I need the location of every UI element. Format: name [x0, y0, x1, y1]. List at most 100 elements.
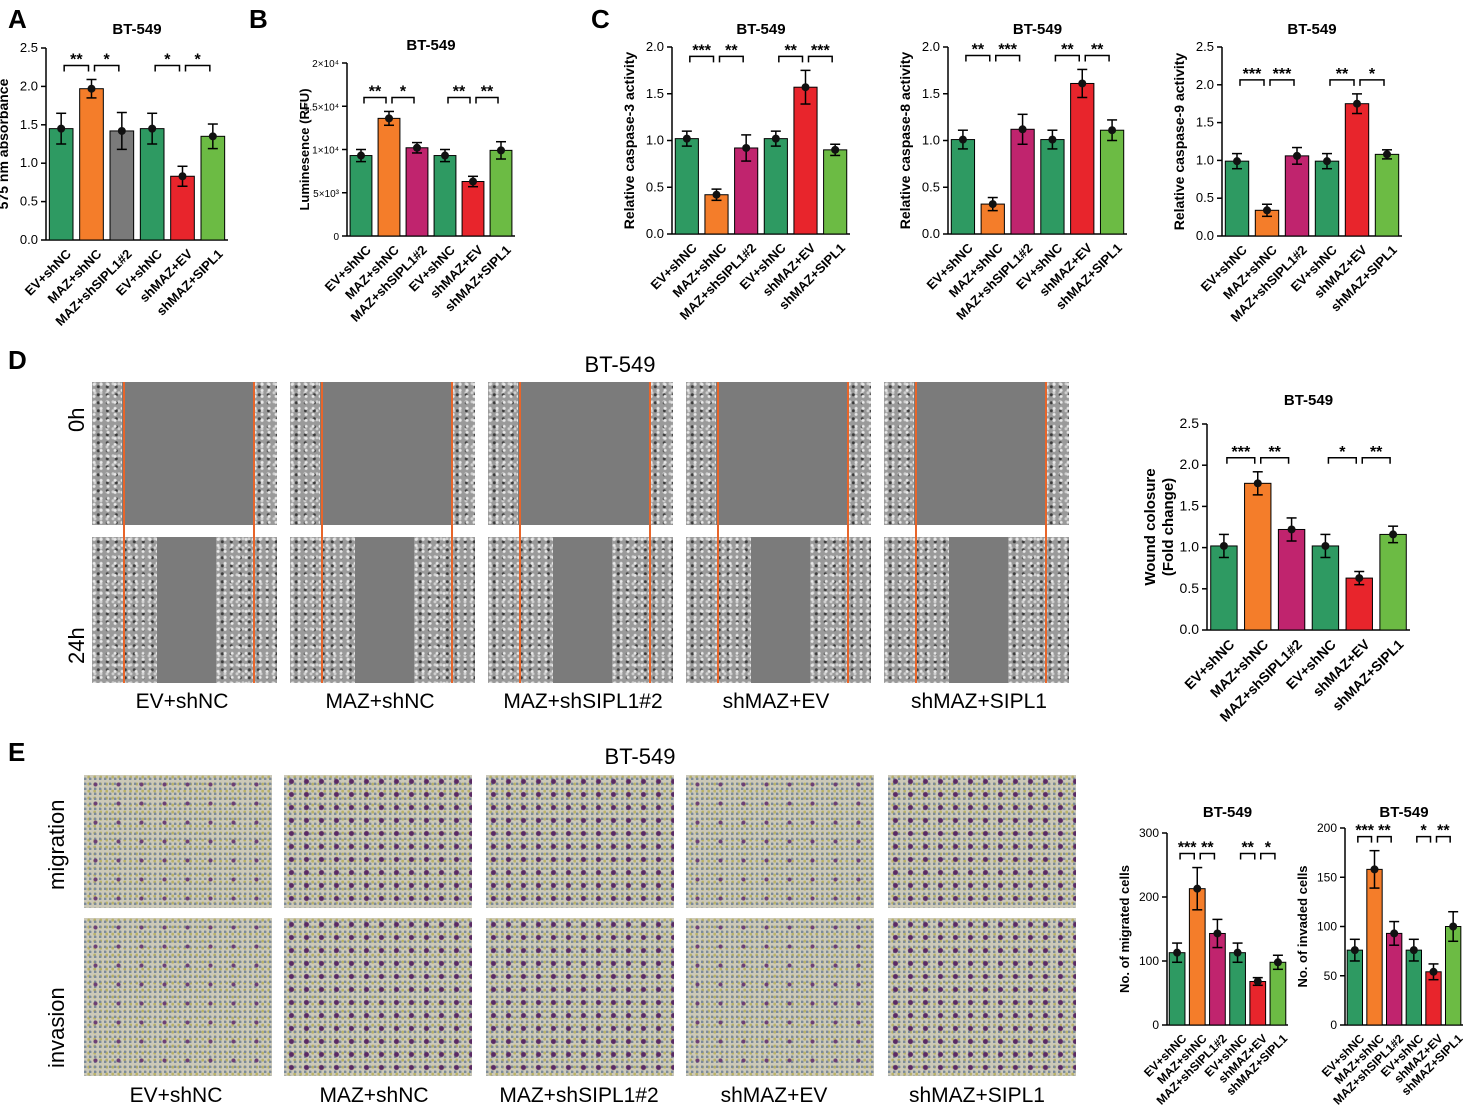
significance-bracket [1199, 852, 1216, 860]
data-point [57, 124, 66, 133]
y-tick-label: 1.5 [1196, 115, 1214, 130]
significance-bracket [1269, 79, 1295, 86]
bar [823, 149, 848, 235]
bar [489, 149, 513, 237]
significance-bracket [154, 64, 181, 72]
y-tick-label: 1.0 [1180, 539, 1200, 555]
transwell-image-migration-3 [486, 775, 674, 908]
significance-label: *** [1178, 840, 1197, 857]
bar [1099, 129, 1125, 235]
chart-title: BT-549 [736, 21, 785, 38]
chart-title: BT-549 [406, 37, 455, 54]
data-point [1350, 946, 1359, 955]
condition-label-ev-shnc-d: EV+shNC [135, 690, 229, 713]
data-point [148, 124, 157, 133]
bar [1168, 952, 1186, 1026]
y-axis-label: Relative caspase-3 activity [621, 52, 637, 230]
chart-c3: BT-549 0.0 0.5 1.0 1.5 2.0 2.5 Relative caspase… [1171, 21, 1402, 325]
data-point [1287, 525, 1296, 534]
y-axis-label: No. of invaded cells [1295, 865, 1310, 987]
y-axis-label: Relative caspase-9 activity [1171, 53, 1187, 231]
significance-label: *** [1273, 66, 1292, 83]
scratch-edge-line [450, 382, 453, 683]
significance-bracket [1329, 79, 1355, 86]
significance-label: ** [784, 42, 797, 59]
wound-image-0h-1 [92, 382, 277, 525]
data-point [117, 126, 126, 135]
significance-bracket [93, 64, 120, 72]
significance-label: ** [1336, 66, 1349, 83]
scratch-edge-line [648, 382, 651, 683]
scratch-edge-line [914, 382, 917, 683]
bar [461, 181, 485, 237]
scratch-edge-line [846, 382, 849, 683]
y-tick-label: 2.0 [20, 78, 38, 93]
condition-label-shmaz-sipl1-d: shMAZ+SIPL1 [911, 690, 1047, 713]
bar [200, 135, 226, 241]
data-point [469, 177, 477, 186]
y-axis-label: Wound colosure [1142, 468, 1159, 585]
significance-label: ** [1378, 823, 1391, 840]
bar [1379, 533, 1407, 631]
y-tick-label: 2.0 [1196, 77, 1214, 92]
significance-label: * [400, 83, 407, 100]
data-point [497, 146, 505, 155]
data-point [1108, 126, 1117, 135]
data-point [1219, 541, 1228, 550]
condition-label-maz-shnc-e: MAZ+shNC [319, 1084, 429, 1107]
bar [48, 128, 74, 241]
panel-letter-b: B [249, 4, 268, 34]
data-point [1233, 157, 1241, 166]
significance-label: ** [1268, 444, 1281, 461]
significance-label: ** [1091, 41, 1104, 58]
significance-label: * [195, 51, 202, 68]
condition-label-ev-shnc-e: EV+shNC [129, 1084, 223, 1107]
data-point [988, 200, 997, 209]
y-tick-label: 0.0 [20, 232, 38, 247]
y-axis-label: Luminesence (RFU) [297, 88, 312, 210]
y-tick-label: 100 [1317, 920, 1337, 934]
significance-label: *** [1231, 444, 1250, 461]
bar [1269, 961, 1287, 1026]
scratch-edge-line [122, 382, 125, 683]
data-point [1293, 151, 1301, 160]
bar [79, 88, 104, 241]
y-axis-label: Relative caspase-8 activity [897, 52, 913, 230]
data-point [1323, 157, 1331, 166]
transwell-image-invasion-4 [686, 918, 874, 1076]
bar [793, 86, 818, 235]
transwell-image-migration-5 [888, 775, 1076, 908]
bar [1210, 545, 1238, 631]
significance-label: ** [972, 41, 985, 58]
panel-d-title: BT-549 [584, 352, 656, 377]
condition-label-shmaz-ev-e: shMAZ+EV [720, 1084, 828, 1107]
bar [1344, 103, 1370, 237]
data-point [1273, 958, 1282, 967]
panel-letter-a: A [8, 4, 27, 34]
y-tick-label: 0.0 [646, 226, 664, 241]
bar [1366, 868, 1383, 1026]
y-tick-label: 2.5 [20, 40, 38, 55]
bar [139, 128, 165, 241]
data-point [712, 190, 721, 199]
data-point [682, 134, 691, 143]
y-tick-label: 1.0 [20, 155, 38, 170]
bar [1385, 932, 1403, 1026]
data-point [1263, 206, 1271, 215]
scratch-edge-line [716, 382, 719, 683]
transwell-image-migration-4 [686, 775, 874, 908]
significance-bracket [1054, 54, 1080, 62]
y-tick-label: 200 [1317, 821, 1337, 835]
data-point [208, 132, 217, 141]
significance-label: *** [811, 42, 830, 59]
significance-bracket [1226, 457, 1256, 464]
chart-a: BT-549 0.0 0.5 1.0 1.5 2.0 2.5 575 nm absorbanc… [0, 21, 228, 329]
scratch-edge-line [252, 382, 255, 683]
y-tick-label: 2.5 [1196, 39, 1214, 54]
data-point [1253, 977, 1262, 986]
y-tick-label: 1×10⁴ [312, 146, 339, 157]
data-point [413, 143, 421, 152]
significance-label: * [1339, 444, 1346, 461]
bar [763, 138, 788, 235]
